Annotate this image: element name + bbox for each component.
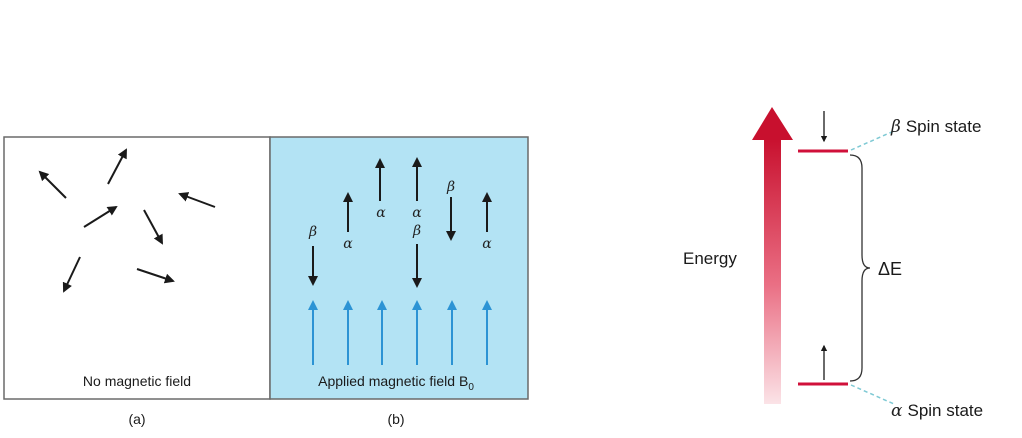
alpha-connector xyxy=(850,384,895,405)
spin-symbol: β xyxy=(308,224,317,240)
energy-arrow-head xyxy=(752,107,793,140)
panel-a-letter: (a) xyxy=(128,411,145,427)
panel-a-caption: No magnetic field xyxy=(83,373,191,389)
spin-symbol: α xyxy=(343,236,353,252)
spin-symbol: β xyxy=(446,179,455,195)
delta-e-label: ΔE xyxy=(878,259,902,279)
alpha-symbol: α xyxy=(891,401,903,421)
beta-connector xyxy=(850,130,895,151)
alpha-label-text: Spin state xyxy=(907,401,983,420)
energy-axis-label: Energy xyxy=(683,249,737,268)
panel-b-caption: Applied magnetic field B0 xyxy=(318,373,474,393)
field-arrows xyxy=(308,300,492,365)
panel-b-caption-subscript: 0 xyxy=(468,382,474,393)
energy-arrow-shaft xyxy=(764,138,781,404)
panel-b-frame xyxy=(269,136,529,400)
aligned-spin-arrows xyxy=(308,157,492,288)
random-spin-arrow xyxy=(178,192,216,208)
panel-a: No magnetic field xyxy=(3,136,271,400)
beta-spin-state-label: β Spin state xyxy=(890,117,981,137)
alpha-spin-state-label: α Spin state xyxy=(891,401,983,421)
beta-label-text: Spin state xyxy=(906,117,982,136)
random-spin-arrow xyxy=(38,170,67,199)
random-spin-arrows xyxy=(38,148,216,293)
spin-symbol: β xyxy=(412,223,421,239)
beta-symbol: β xyxy=(890,117,901,137)
random-spin-arrow xyxy=(107,148,127,185)
spin-symbol: α xyxy=(482,236,492,252)
panel-b: β α α α β β α Applied magnetic field B0 xyxy=(269,136,529,400)
random-spin-arrow xyxy=(143,209,163,245)
spin-symbol: α xyxy=(412,205,422,221)
spin-symbol: α xyxy=(376,205,386,221)
spin-symbols: β α α α β β α xyxy=(308,179,492,252)
panel-b-caption-text: Applied magnetic field B xyxy=(318,373,468,389)
energy-diagram: Energy ΔE β Spin state α Spin state xyxy=(683,107,983,421)
random-spin-arrow xyxy=(136,268,175,284)
delta-e-brace xyxy=(849,154,871,382)
random-spin-arrow xyxy=(83,205,118,228)
random-spin-arrow xyxy=(62,256,81,293)
panel-b-letter: (b) xyxy=(387,411,404,427)
